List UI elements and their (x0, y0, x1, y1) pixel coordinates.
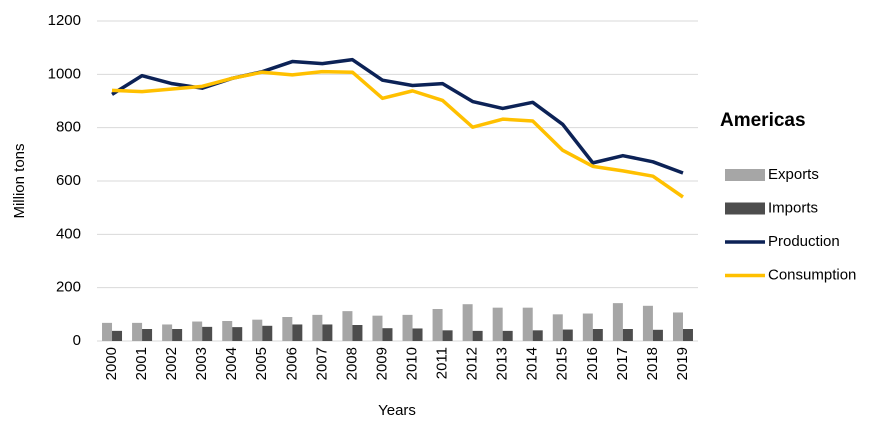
legend-label: Consumption (768, 266, 856, 283)
bar (102, 322, 113, 341)
bar (252, 319, 263, 341)
y-tick-label: 800 (56, 119, 81, 136)
bar (652, 329, 663, 341)
legend-swatch (725, 202, 765, 215)
bar (382, 328, 393, 341)
bar (312, 314, 323, 341)
bar (432, 309, 443, 341)
y-axis-label: Million tons (11, 143, 28, 218)
bar (222, 321, 233, 341)
bar (472, 330, 483, 341)
bar (282, 317, 293, 341)
x-tick-label: 2005 (253, 347, 270, 380)
legend-label: Exports (768, 166, 819, 183)
bar (192, 321, 203, 341)
bar (112, 330, 123, 341)
x-axis-label: Years (378, 402, 416, 419)
line (111, 57, 684, 175)
bar (552, 314, 563, 341)
x-tick-label: 2013 (494, 347, 511, 380)
bar (592, 329, 603, 341)
x-tick-label: 2009 (373, 347, 390, 380)
bar (582, 313, 593, 341)
bar (462, 304, 473, 341)
bar (402, 314, 413, 341)
y-tick-label: 1200 (48, 12, 81, 29)
bar (142, 329, 153, 341)
x-tick-label: 2008 (343, 347, 360, 380)
bar (642, 305, 653, 341)
y-tick-label: 600 (56, 172, 81, 189)
x-tick-label: 2012 (464, 347, 481, 380)
bar (322, 324, 333, 341)
bar (232, 327, 243, 341)
bar (132, 322, 143, 341)
bar (202, 326, 213, 341)
x-tick-label: 2018 (644, 347, 661, 380)
legend-label: Imports (768, 199, 818, 216)
line (111, 69, 684, 199)
bar (442, 330, 453, 341)
x-tick-label: 2016 (584, 347, 601, 380)
x-tick-label: 2002 (163, 347, 180, 380)
x-tick-label: 2001 (133, 347, 150, 380)
x-tick-label: 2004 (223, 347, 240, 380)
x-tick-label: 2007 (313, 347, 330, 380)
x-tick-label: 2003 (193, 347, 210, 380)
bar (502, 330, 513, 341)
x-tick-label: 2011 (434, 347, 451, 379)
x-tick-label: 2014 (524, 347, 541, 380)
y-tick-label: 200 (56, 279, 81, 296)
y-tick-label: 1000 (48, 65, 81, 82)
bar (342, 311, 353, 341)
bar (532, 330, 543, 341)
bar (352, 325, 363, 341)
bar (682, 329, 693, 341)
x-tick-label: 2015 (554, 347, 571, 380)
bar (412, 328, 423, 341)
bar (622, 329, 633, 341)
bar (292, 324, 303, 341)
bar (492, 307, 503, 341)
y-tick-label: 0 (73, 332, 81, 349)
bar (562, 329, 573, 341)
bar (672, 312, 683, 341)
bar (172, 329, 183, 341)
x-tick-label: 2017 (614, 347, 631, 380)
legend-label: Production (768, 233, 840, 250)
x-tick-label: 2010 (403, 347, 420, 380)
x-tick-label: 2019 (674, 347, 691, 380)
bar (372, 315, 383, 341)
y-tick-label: 400 (56, 225, 81, 242)
legend-swatch (725, 169, 765, 181)
bar (612, 303, 623, 341)
legend-title: Americas (720, 110, 806, 131)
x-tick-label: 2006 (283, 347, 300, 380)
bar (162, 324, 173, 341)
x-tick-label: 2000 (103, 347, 120, 380)
bar (522, 307, 533, 341)
bar (262, 325, 273, 341)
